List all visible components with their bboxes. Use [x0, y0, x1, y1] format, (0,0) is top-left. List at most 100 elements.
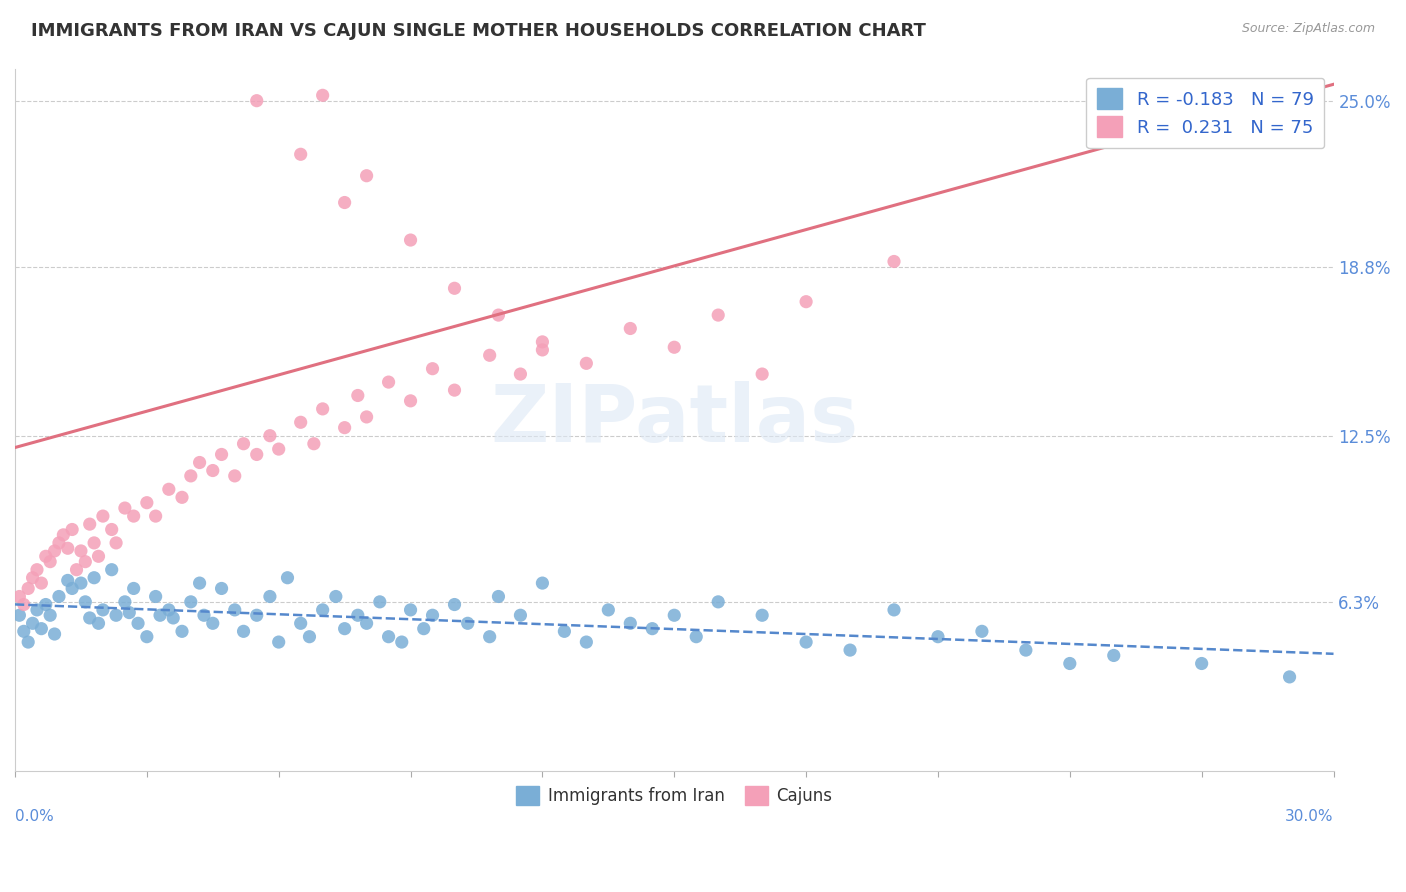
- Point: [412, 622, 434, 636]
- Point: [346, 608, 368, 623]
- Point: [56, 574, 79, 588]
- Point: [118, 606, 141, 620]
- Point: [170, 624, 193, 639]
- Point: [1059, 657, 1081, 671]
- Point: [311, 88, 333, 103]
- Point: [368, 595, 391, 609]
- Point: [1278, 670, 1301, 684]
- Point: [44, 627, 66, 641]
- Point: [267, 635, 290, 649]
- Point: [488, 308, 510, 322]
- Point: [145, 509, 167, 524]
- Point: [794, 635, 817, 649]
- Point: [794, 294, 817, 309]
- Point: [1015, 643, 1038, 657]
- Point: [531, 343, 554, 357]
- Point: [422, 608, 444, 623]
- Point: [478, 630, 501, 644]
- Point: [302, 436, 325, 450]
- Point: [188, 455, 211, 469]
- Point: [333, 195, 356, 210]
- Point: [79, 517, 101, 532]
- Text: ZIPatlas: ZIPatlas: [491, 381, 859, 458]
- Point: [17, 582, 39, 596]
- Point: [478, 348, 501, 362]
- Legend: Immigrants from Iran, Cajuns: Immigrants from Iran, Cajuns: [509, 779, 839, 812]
- Point: [75, 555, 97, 569]
- Point: [685, 630, 707, 644]
- Point: [509, 367, 531, 381]
- Point: [356, 616, 378, 631]
- Point: [290, 616, 312, 631]
- Point: [246, 94, 269, 108]
- Point: [883, 603, 905, 617]
- Point: [122, 509, 145, 524]
- Point: [232, 436, 254, 450]
- Point: [553, 624, 575, 639]
- Point: [224, 469, 246, 483]
- Point: [224, 603, 246, 617]
- Point: [488, 590, 510, 604]
- Point: [619, 616, 641, 631]
- Point: [30, 622, 52, 636]
- Point: [149, 608, 172, 623]
- Point: [246, 447, 269, 461]
- Point: [298, 630, 321, 644]
- Point: [575, 635, 598, 649]
- Point: [927, 630, 949, 644]
- Point: [87, 549, 110, 564]
- Point: [290, 147, 312, 161]
- Point: [114, 595, 136, 609]
- Point: [201, 616, 224, 631]
- Text: 0.0%: 0.0%: [15, 809, 53, 824]
- Point: [377, 375, 399, 389]
- Point: [707, 595, 730, 609]
- Point: [65, 563, 87, 577]
- Point: [135, 496, 157, 510]
- Point: [399, 603, 422, 617]
- Point: [83, 536, 105, 550]
- Point: [311, 401, 333, 416]
- Point: [325, 590, 347, 604]
- Point: [751, 608, 773, 623]
- Point: [399, 393, 422, 408]
- Point: [48, 536, 70, 550]
- Point: [422, 361, 444, 376]
- Point: [1102, 648, 1125, 663]
- Point: [114, 501, 136, 516]
- Point: [193, 608, 215, 623]
- Point: [211, 582, 233, 596]
- Point: [356, 409, 378, 424]
- Point: [8, 590, 31, 604]
- Point: [346, 388, 368, 402]
- Text: 30.0%: 30.0%: [1285, 809, 1333, 824]
- Point: [290, 415, 312, 429]
- Point: [105, 536, 128, 550]
- Point: [399, 233, 422, 247]
- Point: [79, 611, 101, 625]
- Point: [707, 308, 730, 322]
- Point: [87, 616, 110, 631]
- Point: [443, 383, 465, 397]
- Point: [91, 603, 114, 617]
- Point: [8, 608, 31, 623]
- Point: [25, 563, 48, 577]
- Point: [75, 595, 97, 609]
- Point: [598, 603, 620, 617]
- Point: [619, 321, 641, 335]
- Point: [457, 616, 479, 631]
- Point: [276, 571, 298, 585]
- Point: [17, 635, 39, 649]
- Point: [201, 464, 224, 478]
- Point: [259, 428, 281, 442]
- Point: [180, 595, 202, 609]
- Point: [575, 356, 598, 370]
- Point: [311, 603, 333, 617]
- Point: [122, 582, 145, 596]
- Point: [509, 608, 531, 623]
- Point: [1191, 657, 1213, 671]
- Point: [356, 169, 378, 183]
- Point: [105, 608, 128, 623]
- Point: [333, 622, 356, 636]
- Point: [60, 523, 83, 537]
